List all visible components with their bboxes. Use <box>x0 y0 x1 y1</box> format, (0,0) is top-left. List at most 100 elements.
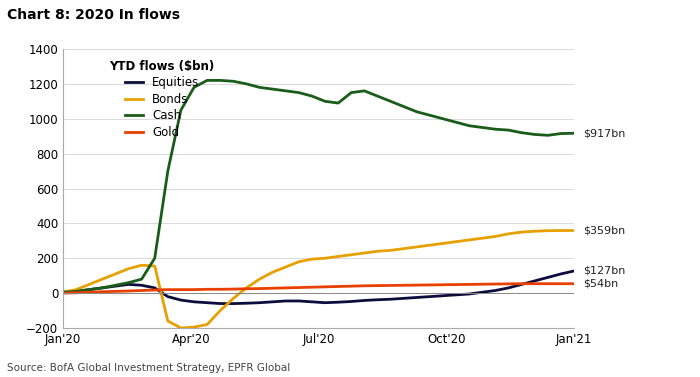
Equities <box>570 269 578 273</box>
Cash <box>478 125 486 130</box>
Gold <box>295 285 303 290</box>
Equities <box>491 288 500 293</box>
Gold <box>137 288 146 293</box>
Equities <box>347 299 356 304</box>
Equities <box>478 290 486 294</box>
Cash <box>531 132 539 137</box>
Cash <box>556 131 565 136</box>
Bonds <box>98 277 106 281</box>
Bonds <box>229 296 237 300</box>
Equities <box>544 275 552 280</box>
Bonds <box>347 253 356 257</box>
Equities <box>439 293 447 298</box>
Text: Chart 8: 2020 In flows: Chart 8: 2020 In flows <box>7 8 180 21</box>
Gold <box>242 287 251 291</box>
Gold <box>72 291 80 295</box>
Cash <box>137 277 146 281</box>
Bonds <box>125 267 133 271</box>
Bonds <box>281 265 290 269</box>
Gold <box>517 282 526 286</box>
Equities <box>256 300 264 305</box>
Gold <box>531 282 539 286</box>
Gold <box>504 282 512 286</box>
Bonds <box>400 247 408 251</box>
Bonds <box>111 272 120 276</box>
Gold <box>125 289 133 293</box>
Equities <box>216 301 225 306</box>
Gold <box>334 284 342 289</box>
Bonds <box>478 236 486 241</box>
Equities <box>268 300 277 304</box>
Bonds <box>544 228 552 233</box>
Equities <box>137 283 146 288</box>
Text: $54bn: $54bn <box>583 279 618 289</box>
Cash <box>386 99 395 104</box>
Bonds <box>295 259 303 264</box>
Bonds <box>426 243 434 247</box>
Equities <box>386 297 395 302</box>
Gold <box>176 287 185 292</box>
Equities <box>98 286 106 290</box>
Cash <box>281 89 290 93</box>
Equities <box>229 301 237 306</box>
Equities <box>111 284 120 288</box>
Bonds <box>452 239 461 244</box>
Cash <box>360 89 369 93</box>
Equities <box>125 282 133 287</box>
Cash <box>504 128 512 132</box>
Cash <box>59 290 67 294</box>
Cash <box>295 90 303 95</box>
Gold <box>347 284 356 288</box>
Bonds <box>439 241 447 246</box>
Equities <box>531 279 539 283</box>
Gold <box>465 282 473 287</box>
Gold <box>229 287 237 291</box>
Equities <box>308 300 316 304</box>
Equities <box>504 286 512 290</box>
Cash <box>491 127 500 132</box>
Cash <box>334 101 342 105</box>
Cash <box>111 283 120 288</box>
Cash <box>72 289 80 294</box>
Bonds <box>334 254 342 259</box>
Bonds <box>72 287 80 292</box>
Equities <box>360 298 369 303</box>
Cash <box>98 286 106 290</box>
Gold <box>426 283 434 287</box>
Cash <box>268 87 277 91</box>
Cash <box>400 104 408 109</box>
Cash <box>465 124 473 128</box>
Equities <box>321 300 329 305</box>
Line: Gold: Gold <box>63 284 574 293</box>
Cash <box>125 280 133 285</box>
Equities <box>59 290 67 294</box>
Bonds <box>412 245 421 249</box>
Equities <box>72 289 80 294</box>
Gold <box>308 285 316 290</box>
Bonds <box>164 319 172 323</box>
Gold <box>386 283 395 288</box>
Gold <box>360 284 369 288</box>
Equities <box>190 300 198 304</box>
Bonds <box>59 290 67 294</box>
Equities <box>203 300 211 305</box>
Equities <box>412 295 421 300</box>
Bonds <box>570 228 578 233</box>
Gold <box>85 290 93 294</box>
Bonds <box>373 249 382 254</box>
Gold <box>452 282 461 287</box>
Bonds <box>504 231 512 236</box>
Bonds <box>137 263 146 268</box>
Gold <box>59 291 67 296</box>
Gold <box>150 288 159 292</box>
Equities <box>452 293 461 297</box>
Equities <box>281 299 290 303</box>
Gold <box>256 286 264 291</box>
Gold <box>400 283 408 288</box>
Equities <box>426 294 434 299</box>
Text: $359bn: $359bn <box>583 225 625 236</box>
Equities <box>176 298 185 302</box>
Equities <box>150 286 159 290</box>
Cash <box>321 99 329 104</box>
Cash <box>85 287 93 292</box>
